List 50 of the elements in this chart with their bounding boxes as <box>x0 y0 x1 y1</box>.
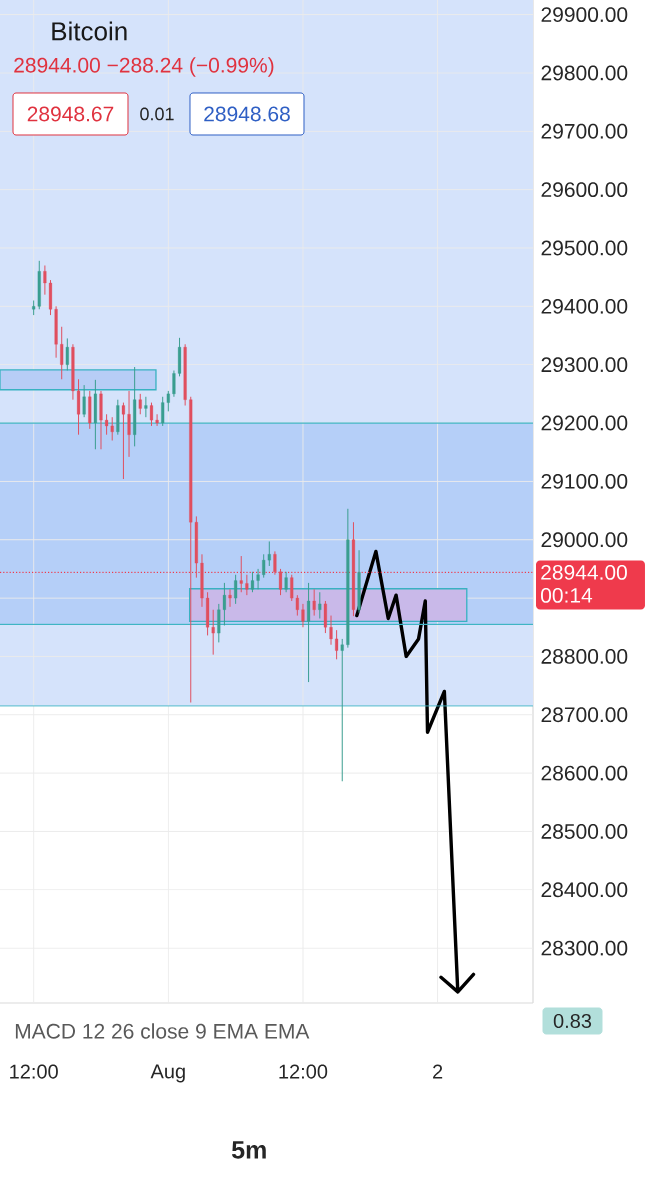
candlestick <box>127 390 131 458</box>
y-tick-label: 29400.00 <box>541 298 628 314</box>
text: 0.83 <box>553 1013 592 1029</box>
candlestick <box>121 402 125 480</box>
y-tick-label: 28400.00 <box>541 882 628 898</box>
y-tick-label: 29300.00 <box>541 357 628 373</box>
y-tick-label: 29100.00 <box>541 473 628 489</box>
text: 5m <box>231 1141 266 1159</box>
candlestick <box>284 571 288 593</box>
annotation: 28948.68 <box>204 106 290 122</box>
y-tick-label: 29000.00 <box>541 532 628 548</box>
x-tick-label: Aug <box>150 1064 185 1083</box>
candlestick <box>65 337 69 372</box>
x-tick-label: 12:00 <box>279 1064 328 1079</box>
candlestick <box>323 600 327 634</box>
y-tick-label: 29700.00 <box>541 123 628 139</box>
y-tick-label: 29800.00 <box>541 65 628 81</box>
candlestick <box>245 574 249 596</box>
annotation: 28948.67 <box>27 106 114 122</box>
y-tick-label: 29200.00 <box>541 415 628 431</box>
candlestick <box>239 555 243 593</box>
candlestick <box>82 384 86 418</box>
annotation: 0.01 <box>140 107 174 121</box>
candlestick <box>318 591 322 619</box>
candlestick <box>234 574 238 605</box>
ref-line-label: 28944.00 <box>541 564 627 580</box>
text: 28944.00 −288.24 (−0.99%) <box>14 57 274 77</box>
candlestick <box>144 396 148 418</box>
candlestick <box>138 393 142 415</box>
candlestick <box>312 588 316 617</box>
y-tick-label: 29500.00 <box>541 240 628 256</box>
text: Bitcoin <box>52 21 127 41</box>
y-tick-label: 28700.00 <box>541 707 628 723</box>
candlestick <box>228 588 232 608</box>
x-tick-label: 2 <box>433 1064 443 1079</box>
y-tick-label: 29900.00 <box>541 7 628 23</box>
text: MACD 12 26 close 9 EMA EMA <box>15 1023 310 1039</box>
y-tick-label: 28500.00 <box>541 824 628 839</box>
y-tick-label: 28600.00 <box>541 765 628 781</box>
candlestick <box>340 638 344 782</box>
x-tick-label: 12:00 <box>10 1064 58 1079</box>
text: 00:14 <box>541 587 593 603</box>
y-tick-label: 28800.00 <box>541 648 628 664</box>
candlestick <box>307 582 311 683</box>
candlestick <box>301 603 305 628</box>
candlestick <box>60 326 64 380</box>
y-tick-label: 29600.00 <box>541 182 628 198</box>
candlestick <box>329 615 333 646</box>
candlestick <box>335 629 339 660</box>
y-tick-label: 28300.00 <box>541 940 628 956</box>
